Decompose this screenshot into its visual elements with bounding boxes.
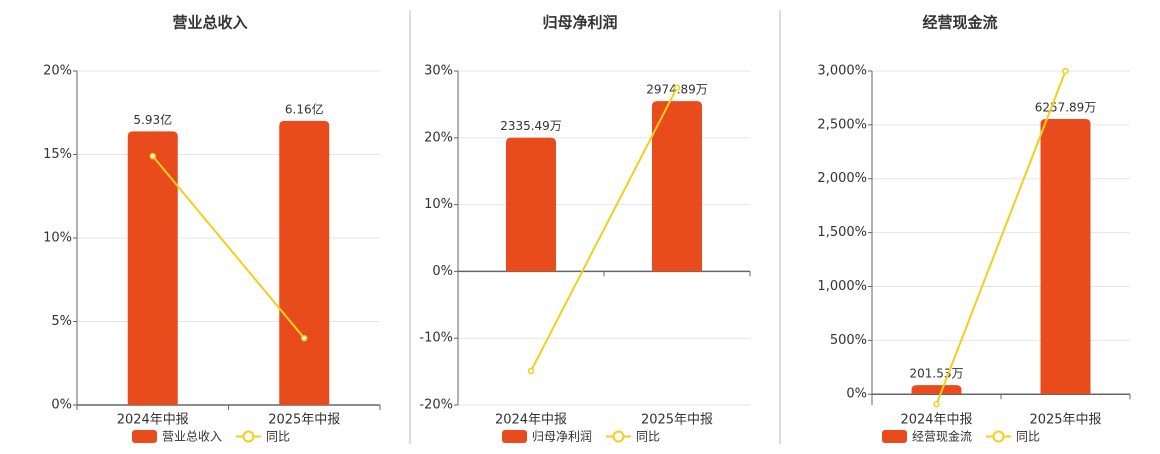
bar — [911, 385, 962, 395]
y-tick-label: 0% — [432, 264, 453, 279]
y-tick-label: 500% — [830, 333, 867, 348]
y-tick-label: 30% — [424, 64, 453, 79]
line-point — [933, 400, 940, 408]
line-point — [673, 84, 681, 91]
legend-label: 同比 — [636, 430, 660, 444]
y-tick-label: 20% — [424, 130, 453, 145]
chart-title: 经营现金流 — [922, 14, 997, 32]
y-tick-label: 2,500% — [817, 117, 867, 132]
data-label: 5.93亿 — [133, 112, 172, 127]
x-tick-label: 2024年中报 — [900, 413, 972, 428]
legend-label: 归母净利润 — [532, 430, 592, 444]
legend-label: 营业总收入 — [162, 430, 222, 444]
legend-label: 同比 — [266, 430, 290, 444]
line — [530, 87, 678, 372]
x-tick-label: 2025年中报 — [268, 413, 340, 428]
bar — [279, 120, 330, 405]
legend-swatch — [612, 430, 625, 443]
x-tick-label: 2024年中报 — [495, 413, 567, 428]
line-point — [1062, 67, 1069, 75]
data-label: 6257.89万 — [1035, 100, 1097, 114]
data-label: 201.53万 — [910, 367, 964, 381]
y-tick-label: 5% — [51, 314, 72, 329]
legend-label: 经营现金流 — [912, 429, 972, 444]
y-tick-label: 2,000% — [817, 171, 867, 186]
line-point — [527, 367, 535, 375]
y-tick-label: 15% — [43, 147, 72, 162]
legend-swatch — [242, 430, 255, 443]
legend-swatch — [502, 430, 527, 443]
line — [935, 70, 1067, 405]
chart-title: 营业总收入 — [172, 14, 247, 32]
line-point — [149, 152, 156, 160]
legend-swatch — [992, 430, 1005, 443]
y-tick-label: 20% — [43, 64, 72, 79]
y-tick-label: 1,000% — [817, 279, 867, 294]
bar — [127, 131, 178, 405]
data-label: 6.16亿 — [285, 101, 324, 116]
line-point — [301, 334, 308, 342]
x-tick-label: 2024年中报 — [117, 413, 189, 428]
y-tick-label: -20% — [419, 398, 453, 413]
bar — [1040, 118, 1091, 395]
data-label: 2335.49万 — [500, 119, 562, 133]
x-tick-label: 2025年中报 — [641, 413, 713, 428]
y-tick-label: 0% — [846, 387, 867, 402]
y-tick-label: 3,000% — [817, 64, 867, 79]
legend-swatch — [882, 430, 907, 443]
y-tick-label: 0% — [51, 398, 72, 413]
line — [151, 155, 306, 339]
y-tick-label: 1,500% — [817, 225, 867, 240]
y-tick-label: -10% — [419, 331, 453, 346]
bar — [506, 137, 556, 272]
bar — [652, 101, 702, 272]
chart-title: 归母净利润 — [542, 14, 617, 32]
legend-swatch — [132, 430, 157, 443]
legend-label: 同比 — [1016, 430, 1040, 444]
x-tick-label: 2025年中报 — [1029, 413, 1101, 428]
y-tick-label: 10% — [43, 231, 72, 246]
y-tick-label: 10% — [424, 197, 453, 212]
